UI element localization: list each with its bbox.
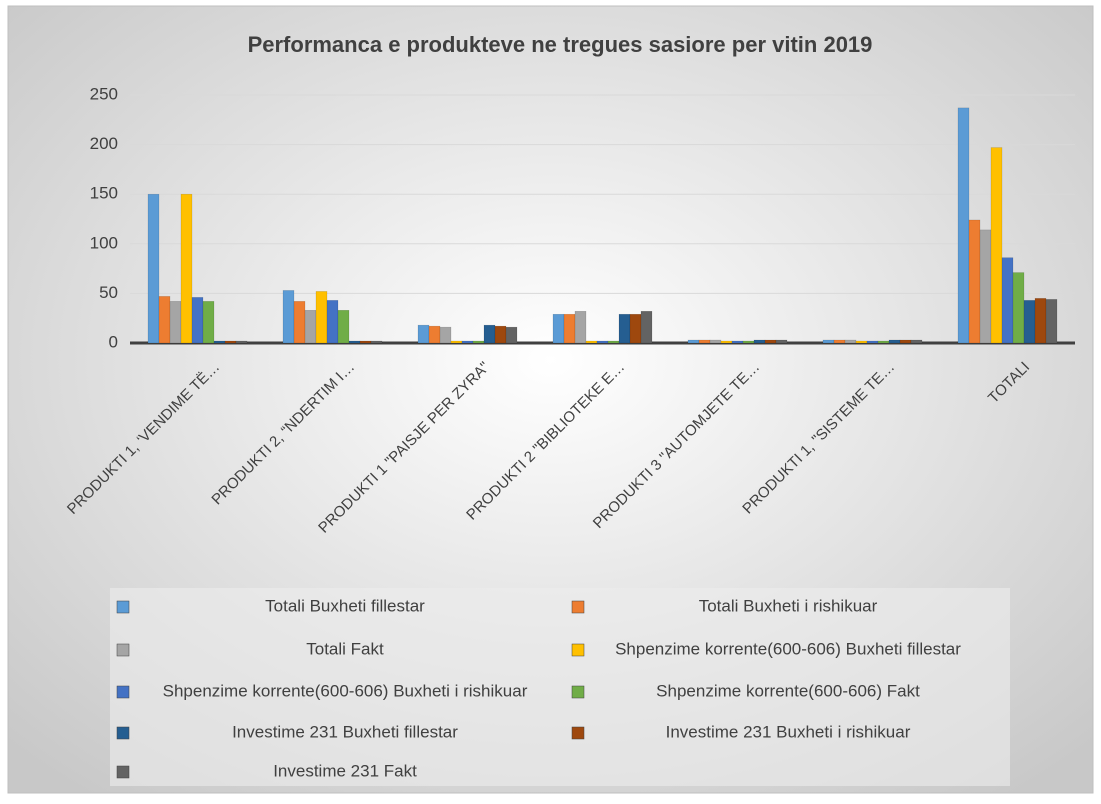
bar <box>505 326 518 344</box>
bar <box>775 339 788 344</box>
legend-label: Investime 231 Fakt <box>273 761 417 780</box>
bar <box>293 301 306 344</box>
legend-marker <box>116 685 130 699</box>
chart-title: Performanca e produkteve ne tregues sasi… <box>248 32 873 57</box>
bar <box>888 339 901 344</box>
bar <box>180 193 193 344</box>
bar <box>640 310 653 344</box>
legend-marker <box>571 726 585 740</box>
bar <box>483 324 496 344</box>
bar <box>822 339 835 344</box>
legend-label: Investime 231 Buxheti i rishikuar <box>666 722 911 741</box>
bar <box>1034 298 1047 344</box>
legend-marker <box>116 726 130 740</box>
bar <box>304 309 317 344</box>
bar <box>866 340 879 344</box>
bar <box>720 340 733 344</box>
bar <box>742 340 755 344</box>
bar <box>877 340 890 344</box>
bar <box>202 301 215 344</box>
bar <box>899 339 912 344</box>
legend-marker <box>116 600 130 614</box>
bar <box>326 300 339 344</box>
bar <box>990 147 1003 344</box>
legend-label: Shpenzime korrente(600-606) Fakt <box>656 681 920 700</box>
bar <box>337 309 350 344</box>
bar <box>450 340 463 344</box>
legend-label: Totali Fakt <box>306 639 384 658</box>
bar <box>461 340 474 344</box>
bar <box>1045 299 1058 344</box>
bar <box>855 340 868 344</box>
legend-marker <box>116 643 130 657</box>
legend-label: Totali Buxheti fillestar <box>265 596 425 615</box>
bar <box>494 325 507 344</box>
legend-box <box>110 588 1010 786</box>
bar <box>147 193 160 344</box>
bar <box>957 107 970 344</box>
legend-label: Shpenzime korrente(600-606) Buxheti fill… <box>615 639 961 658</box>
bar <box>563 313 576 344</box>
bar <box>169 301 182 344</box>
legend-label: Investime 231 Buxheti fillestar <box>232 722 458 741</box>
bar <box>731 340 744 344</box>
bar <box>472 340 485 344</box>
bar <box>698 339 711 344</box>
bar <box>1023 300 1036 344</box>
bar <box>833 339 846 344</box>
legend-marker <box>571 643 585 657</box>
y-tick-label: 50 <box>99 283 118 302</box>
bar <box>629 313 642 344</box>
bar <box>844 339 857 344</box>
bar <box>687 339 700 344</box>
bar <box>596 340 609 344</box>
bar <box>764 339 777 344</box>
bar <box>1001 257 1014 344</box>
bar <box>968 219 981 344</box>
legend-label: Shpenzime korrente(600-606) Buxheti i ri… <box>163 681 528 700</box>
y-tick-label: 100 <box>90 233 118 252</box>
bar <box>552 313 565 344</box>
bar <box>158 296 171 344</box>
y-tick-label: 150 <box>90 184 118 203</box>
bar <box>709 339 722 344</box>
legend-marker <box>571 685 585 699</box>
bar <box>191 297 204 344</box>
bar <box>439 326 452 344</box>
bar <box>224 340 237 344</box>
bar <box>315 291 328 344</box>
y-tick-label: 0 <box>109 332 118 351</box>
bar <box>348 340 361 344</box>
bar <box>235 340 248 344</box>
bar <box>1012 272 1025 344</box>
bar <box>428 325 441 344</box>
bar <box>753 339 766 344</box>
legend-label: Totali Buxheti i rishikuar <box>699 596 878 615</box>
bar <box>910 339 923 344</box>
bar <box>574 310 587 344</box>
y-tick-label: 200 <box>90 134 118 153</box>
legend-marker <box>116 765 130 779</box>
legend-marker <box>571 600 585 614</box>
bar <box>282 290 295 344</box>
bar <box>417 324 430 344</box>
bar <box>213 340 226 344</box>
y-tick-label: 250 <box>90 84 118 103</box>
bar <box>618 313 631 344</box>
bar <box>359 340 372 344</box>
bar <box>370 340 383 344</box>
bar <box>607 340 620 344</box>
bar <box>979 229 992 344</box>
bar <box>585 340 598 344</box>
